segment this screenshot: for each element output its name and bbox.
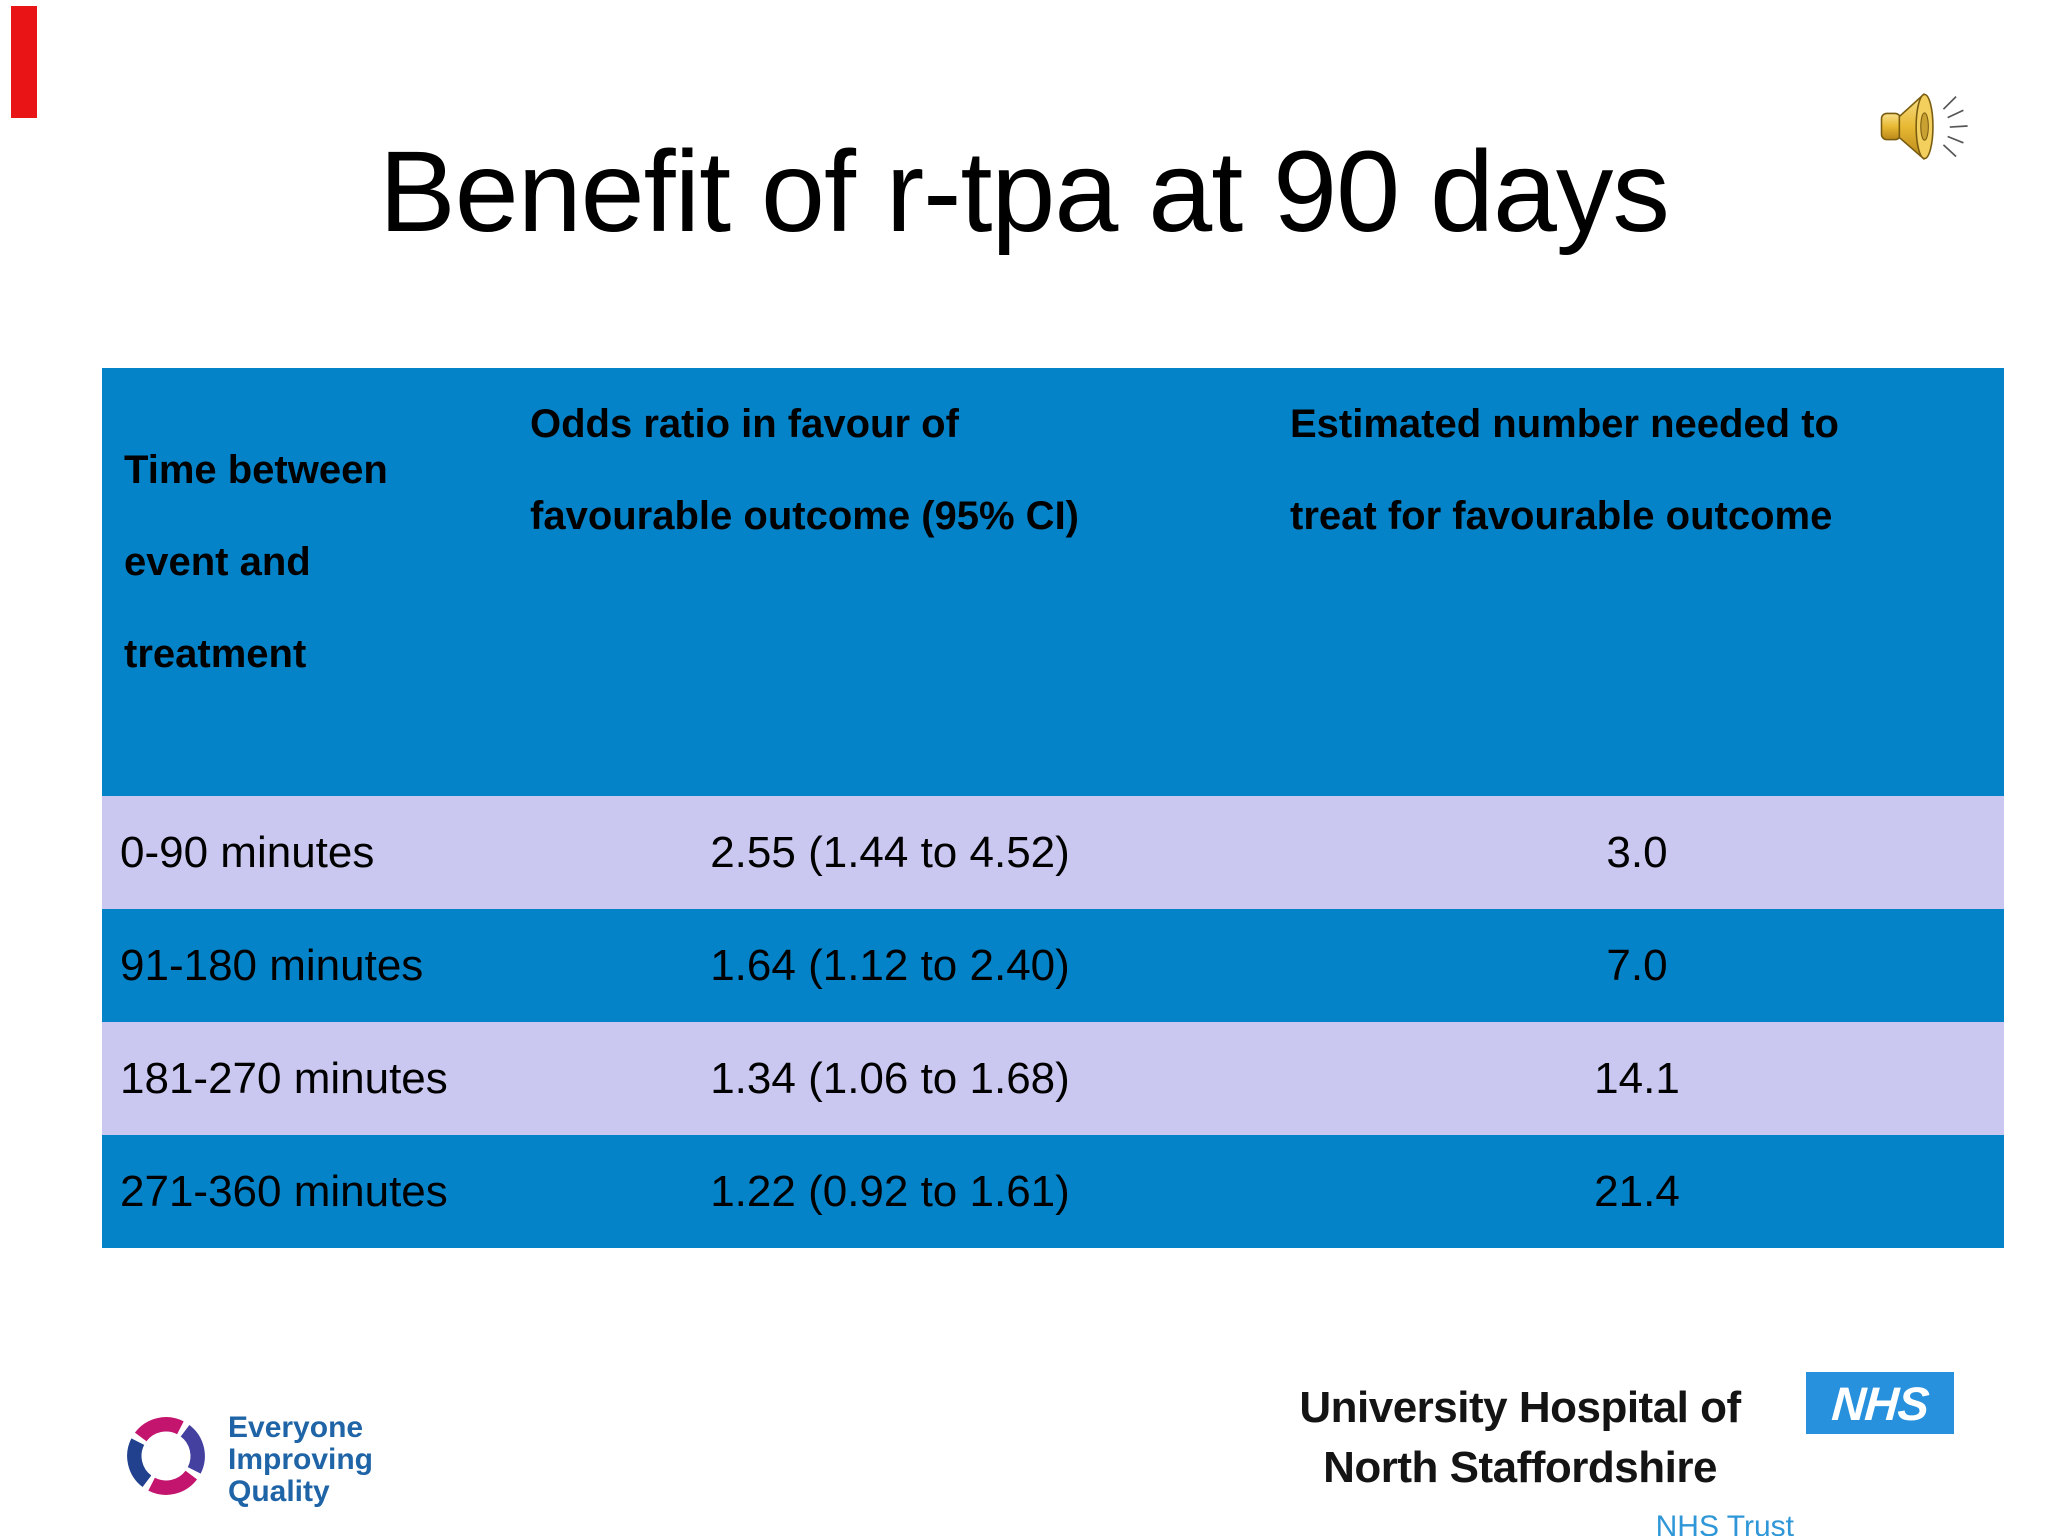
cell-odds-ratio: 2.55 (1.44 to 4.52) xyxy=(710,827,1070,877)
eiq-swirl-icon xyxy=(127,1417,205,1495)
table-header-row: Time between event and treatment Odds ra… xyxy=(102,368,2004,796)
table-row: 181-270 minutes 1.34 (1.06 to 1.68) 14.1 xyxy=(102,1022,2004,1135)
cell-time: 0-90 minutes xyxy=(120,827,375,877)
cell-time: 91-180 minutes xyxy=(120,940,424,990)
table-row: 271-360 minutes 1.22 (0.92 to 1.61) 21.4 xyxy=(102,1135,2004,1248)
cell-time: 271-360 minutes xyxy=(120,1166,448,1216)
nhs-trust-label: NHS Trust xyxy=(1655,1510,1794,1536)
cell-odds-ratio: 1.22 (0.92 to 1.61) xyxy=(710,1166,1070,1216)
benefit-table: Time between event and treatment Odds ra… xyxy=(102,368,2004,1248)
nhs-logo-text: NHS xyxy=(1830,1376,1930,1430)
slide-title: Benefit of r-tpa at 90 days xyxy=(379,128,1670,256)
cell-time: 181-270 minutes xyxy=(120,1053,448,1103)
eiq-logo-label: Everyone Improving Quality xyxy=(228,1411,374,1508)
red-marker xyxy=(11,6,37,118)
table-header-nnt: Estimated number needed to treat for fav… xyxy=(1290,402,1839,538)
cell-odds-ratio: 1.34 (1.06 to 1.68) xyxy=(710,1053,1070,1103)
nhs-logo: NHS xyxy=(1806,1372,1954,1434)
hospital-name: University Hospital of North Staffordshi… xyxy=(1299,1383,1741,1492)
cell-nnt: 7.0 xyxy=(1606,940,1668,990)
cell-odds-ratio: 1.64 (1.12 to 2.40) xyxy=(710,940,1070,990)
speaker-audio-icon[interactable] xyxy=(1876,84,1992,168)
table-row: 0-90 minutes 2.55 (1.44 to 4.52) 3.0 xyxy=(102,796,2004,909)
cell-nnt: 3.0 xyxy=(1606,827,1668,877)
cell-nnt: 21.4 xyxy=(1594,1166,1680,1216)
eiq-logo: Everyone Improving Quality xyxy=(118,1408,373,1508)
hospital-lockup: University Hospital of North Staffordshi… xyxy=(1240,1378,1800,1536)
table-header-odds-ratio: Odds ratio in favour of favourable outco… xyxy=(530,402,1080,538)
cell-nnt: 14.1 xyxy=(1594,1053,1680,1103)
table-row: 91-180 minutes 1.64 (1.12 to 2.40) 7.0 xyxy=(102,909,2004,1022)
table-header-time: Time between event and treatment xyxy=(124,448,388,676)
